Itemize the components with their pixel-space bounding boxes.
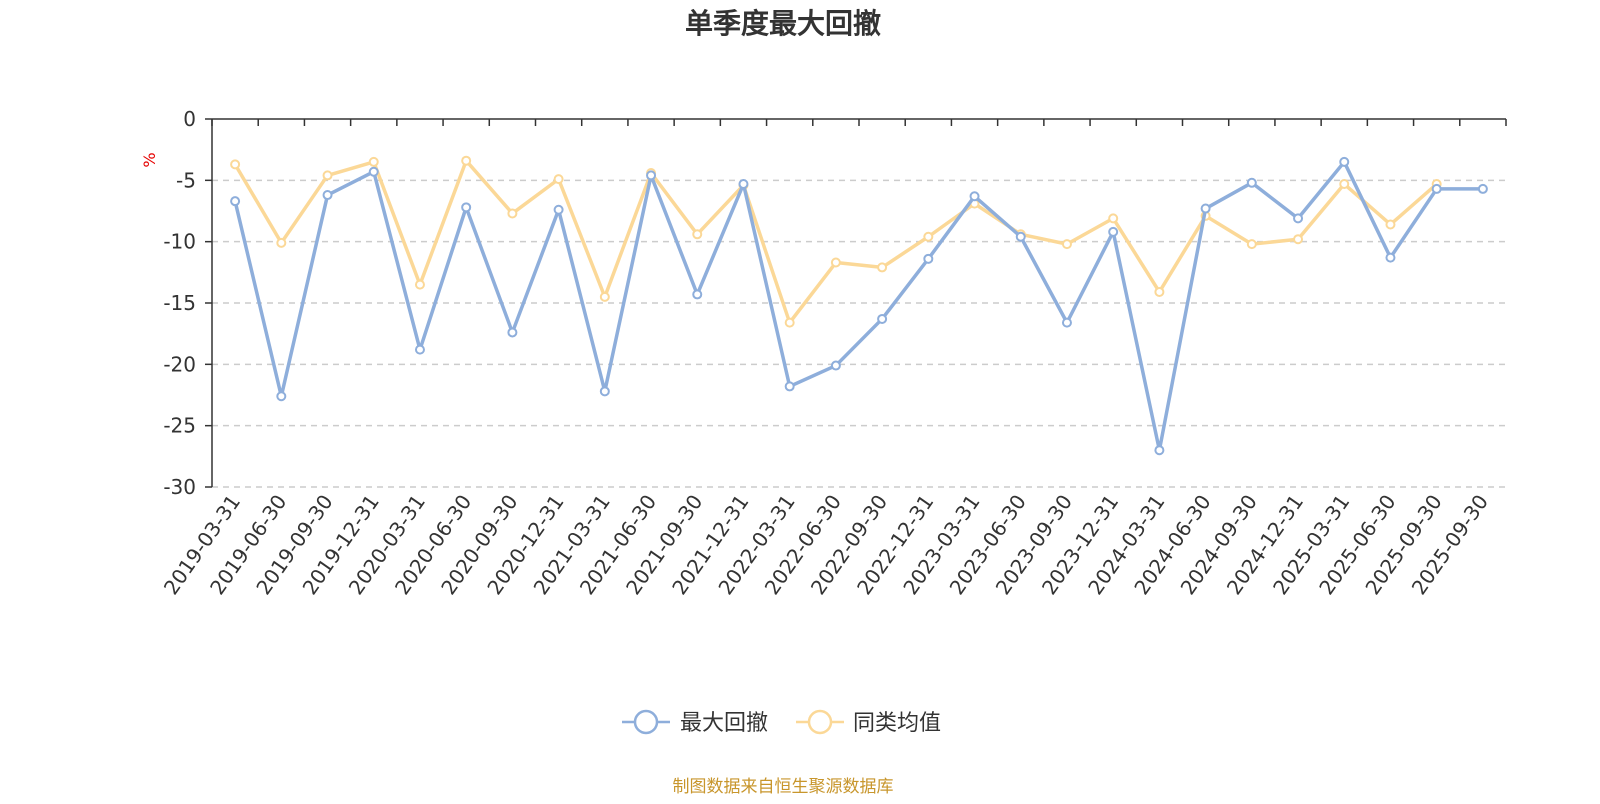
data-point[interactable] — [461, 202, 472, 213]
data-point[interactable] — [1061, 239, 1072, 250]
chart-title: 单季度最大回撤 — [685, 7, 881, 40]
data-point[interactable] — [230, 159, 241, 170]
data-point[interactable] — [1108, 213, 1119, 224]
data-point[interactable] — [507, 327, 518, 338]
data-point[interactable] — [1154, 445, 1165, 456]
data-point[interactable] — [599, 386, 610, 397]
data-point[interactable] — [1431, 183, 1442, 194]
y-axis-unit: % — [140, 152, 159, 167]
data-point[interactable] — [507, 208, 518, 219]
data-point[interactable] — [368, 156, 379, 167]
legend-item[interactable]: 同类均值 — [796, 709, 941, 736]
data-point[interactable] — [322, 190, 333, 201]
data-point[interactable] — [599, 291, 610, 302]
series-line — [233, 160, 1485, 452]
data-point[interactable] — [461, 155, 472, 166]
data-point[interactable] — [414, 344, 425, 355]
data-point[interactable] — [1339, 156, 1350, 167]
legend-label: 同类均值 — [853, 711, 941, 736]
data-point[interactable] — [1061, 317, 1072, 328]
data-point[interactable] — [830, 360, 841, 371]
data-point[interactable] — [1293, 234, 1304, 245]
legend-circle-marker — [807, 709, 833, 735]
data-point[interactable] — [322, 170, 333, 181]
data-point[interactable] — [738, 179, 749, 190]
data-point[interactable] — [1477, 183, 1488, 194]
data-point[interactable] — [1385, 252, 1396, 263]
data-source-note: 制图数据来自恒生聚源数据库 — [673, 777, 894, 797]
y-tick-label: -30 — [163, 475, 196, 499]
data-point[interactable] — [1154, 286, 1165, 297]
data-point[interactable] — [877, 313, 888, 324]
legend-label: 最大回撤 — [680, 711, 768, 736]
y-tick-label: 0 — [183, 107, 196, 131]
legend[interactable]: 最大回撤 同类均值 — [622, 709, 941, 736]
data-point[interactable] — [276, 237, 287, 248]
data-point[interactable] — [1339, 179, 1350, 190]
data-point[interactable] — [230, 196, 241, 207]
data-point[interactable] — [692, 289, 703, 300]
y-tick-label: -5 — [176, 168, 196, 192]
y-tick-label: -15 — [163, 291, 196, 315]
data-point[interactable] — [1015, 231, 1026, 242]
data-point[interactable] — [692, 229, 703, 240]
data-point[interactable] — [646, 170, 657, 181]
data-point[interactable] — [784, 317, 795, 328]
data-point[interactable] — [830, 257, 841, 268]
data-point[interactable] — [1293, 213, 1304, 224]
y-tick-label: -25 — [163, 414, 196, 438]
legend-circle-marker — [633, 709, 659, 735]
y-tick-label: -10 — [163, 230, 196, 254]
data-point[interactable] — [414, 279, 425, 290]
series-lines — [230, 155, 1488, 456]
data-point[interactable] — [1200, 203, 1211, 214]
data-point[interactable] — [1385, 219, 1396, 230]
data-point[interactable] — [923, 253, 934, 264]
y-tick-label: -20 — [163, 352, 196, 376]
legend-item[interactable]: 最大回撤 — [622, 709, 768, 736]
data-point[interactable] — [553, 204, 564, 215]
data-point[interactable] — [1246, 177, 1257, 188]
data-point[interactable] — [969, 191, 980, 202]
grid-lines — [212, 179, 1506, 488]
data-point[interactable] — [1246, 239, 1257, 250]
data-point[interactable] — [923, 231, 934, 242]
data-point[interactable] — [1108, 226, 1119, 237]
data-point[interactable] — [553, 174, 564, 185]
data-point[interactable] — [784, 381, 795, 392]
data-point[interactable] — [276, 391, 287, 402]
data-point[interactable] — [877, 262, 888, 273]
data-point[interactable] — [368, 166, 379, 177]
